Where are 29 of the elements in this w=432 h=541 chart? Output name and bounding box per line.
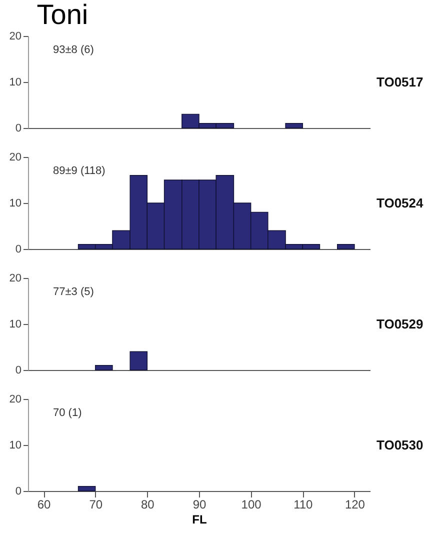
y2-axis-title: TO0524	[376, 196, 424, 210]
x-tick-label: 80	[141, 498, 155, 512]
annotation: 93±8 (6)	[53, 44, 94, 56]
y-tick-label: 10	[9, 198, 22, 210]
y2-axis-title: TO0530	[376, 438, 424, 452]
y-tick-label: 0	[15, 364, 22, 376]
y-tick-label: 20	[9, 394, 22, 406]
y-tick-label: 10	[9, 318, 22, 330]
annotation: 70 (1)	[53, 407, 82, 419]
x-tick-label: 60	[37, 498, 52, 512]
x-axis-title: FL	[192, 512, 207, 526]
x-tick-label: 120	[344, 498, 366, 512]
chart-title: Toni	[36, 0, 88, 30]
annotation: 77±3 (5)	[53, 286, 94, 298]
x-tick-label: 110	[294, 498, 314, 512]
y-tick-label: 0	[15, 122, 22, 134]
y-tick-label: 0	[15, 244, 22, 256]
y-tick-label: 20	[9, 272, 22, 284]
y-tick-label: 10	[9, 440, 22, 452]
y-tick-label: 0	[15, 486, 22, 498]
y-tick-label: 20	[9, 30, 22, 42]
x-tick-label: 100	[241, 498, 262, 512]
y2-axis-title: TO0517	[376, 74, 424, 90]
annotation: 89±9 (118)	[53, 165, 106, 177]
x-tick-label: 90	[192, 498, 206, 512]
y-tick-label: 20	[9, 152, 22, 164]
y-tick-label: 10	[9, 76, 22, 88]
x-tick-label: 70	[89, 498, 103, 512]
y2-axis-title: TO0529	[376, 316, 424, 332]
